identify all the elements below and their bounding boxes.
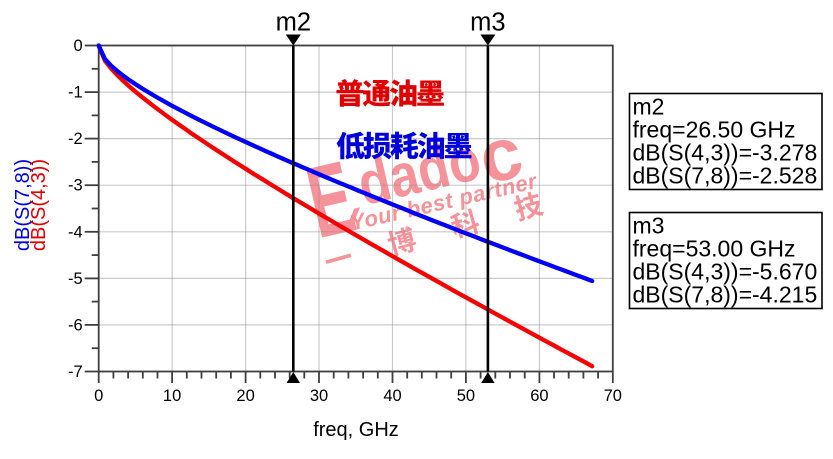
svg-text:dB(S(7,8))=-4.215: dB(S(7,8))=-4.215: [633, 282, 818, 308]
svg-text:-7: -7: [68, 363, 83, 381]
svg-text:dB(S(7,8)): dB(S(7,8)): [12, 159, 34, 251]
svg-text:40: 40: [383, 387, 401, 405]
svg-text:freq=26.50 GHz: freq=26.50 GHz: [633, 117, 796, 143]
svg-text:70: 70: [604, 387, 622, 405]
svg-text:0: 0: [94, 387, 103, 405]
svg-text:m3: m3: [633, 213, 665, 239]
svg-text:-3: -3: [68, 177, 83, 195]
svg-text:50: 50: [457, 387, 475, 405]
svg-text:30: 30: [310, 387, 328, 405]
svg-text:dB(S(4,3)): dB(S(4,3)): [28, 159, 50, 251]
svg-text:dB(S(7,8))=-2.528: dB(S(7,8))=-2.528: [633, 163, 818, 189]
svg-text:10: 10: [163, 387, 181, 405]
svg-text:dB(S(4,3))=-5.670: dB(S(4,3))=-5.670: [633, 259, 818, 285]
svg-text:m2: m2: [276, 9, 311, 37]
svg-text:20: 20: [236, 387, 254, 405]
svg-text:dB(S(4,3))=-3.278: dB(S(4,3))=-3.278: [633, 140, 818, 166]
svg-text:-2: -2: [68, 130, 83, 148]
svg-text:-1: -1: [68, 84, 83, 102]
svg-text:m2: m2: [633, 94, 665, 120]
svg-text:m3: m3: [470, 9, 505, 37]
svg-text:60: 60: [530, 387, 548, 405]
svg-text:-5: -5: [68, 270, 83, 288]
svg-text:freq, GHz: freq, GHz: [313, 419, 399, 441]
svg-text:0: 0: [74, 37, 83, 55]
svg-text:freq=53.00 GHz: freq=53.00 GHz: [633, 236, 796, 262]
svg-text:-4: -4: [68, 223, 83, 241]
svg-text:-6: -6: [68, 316, 83, 334]
